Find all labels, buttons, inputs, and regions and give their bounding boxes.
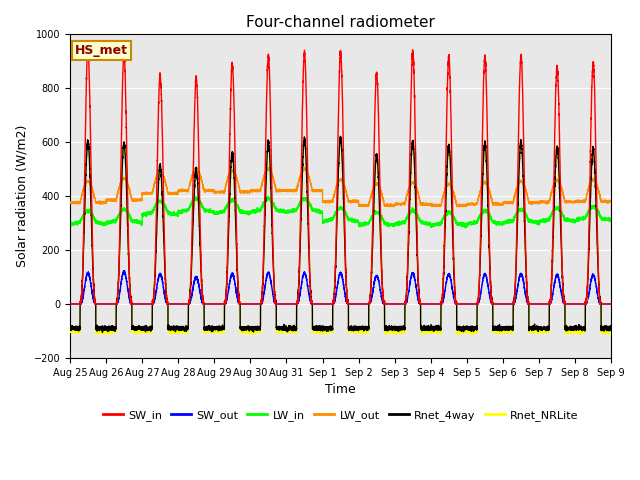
Text: HS_met: HS_met — [76, 44, 128, 57]
X-axis label: Time: Time — [325, 383, 356, 396]
Title: Four-channel radiometer: Four-channel radiometer — [246, 15, 435, 30]
Legend: SW_in, SW_out, LW_in, LW_out, Rnet_4way, Rnet_NRLite: SW_in, SW_out, LW_in, LW_out, Rnet_4way,… — [98, 406, 583, 425]
Y-axis label: Solar radiation (W/m2): Solar radiation (W/m2) — [15, 125, 28, 267]
